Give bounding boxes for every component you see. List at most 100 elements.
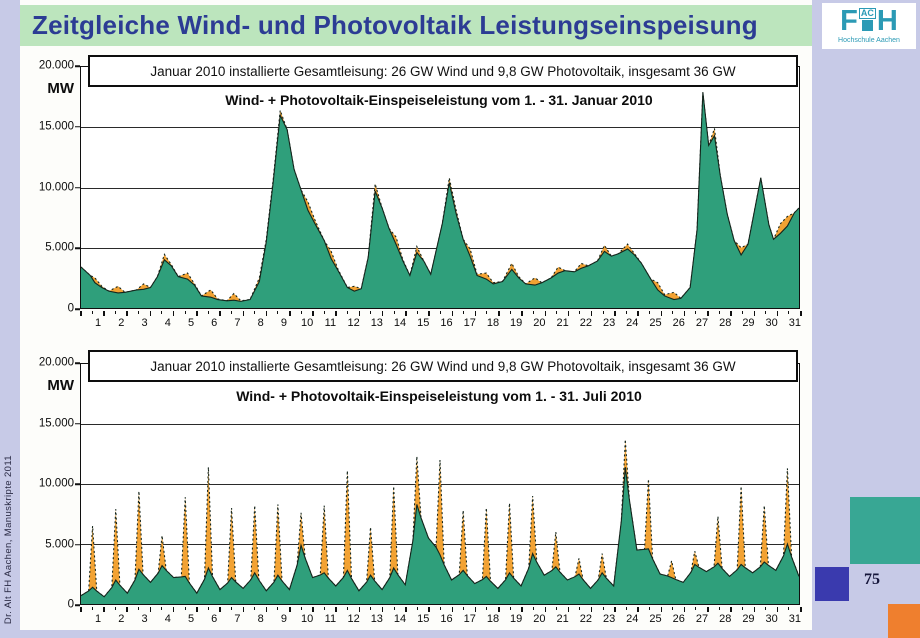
y-tick-mark [75,247,80,249]
chart-title-july: Wind- + Photovoltaik-Einspeiseleistung v… [236,388,642,404]
x-tick-mark [196,606,198,612]
x-tick-label: 26 [672,613,685,625]
x-tick-mark [741,606,743,610]
x-tick-mark [370,606,372,610]
x-tick-mark [184,606,186,610]
x-tick-mark [184,310,186,314]
x-tick-mark [730,606,732,612]
x-tick-label: 24 [626,317,639,329]
y-tick-label: 20.000 [38,59,74,72]
y-tick-mark [75,65,80,67]
x-tick-mark [788,606,790,610]
x-tick-label: 6 [211,613,218,625]
x-tick-label: 2 [118,613,125,625]
x-tick-mark [91,310,93,314]
x-tick-label: 29 [742,317,755,329]
x-tick-mark [498,310,500,316]
x-tick-label: 8 [257,317,264,329]
bottom-margin-strip [0,630,920,638]
x-tick-mark [800,310,802,316]
x-tick-mark [440,310,441,314]
x-tick-label: 19 [510,317,523,329]
x-tick-label: 4 [164,317,171,329]
x-tick-label: 22 [579,613,592,625]
x-tick-mark [172,310,175,316]
x-tick-label: 1 [95,613,102,625]
x-tick-label: 9 [280,613,287,625]
x-tick-mark [405,606,407,612]
x-tick-label: 28 [719,613,732,625]
x-tick-label: 25 [649,317,662,329]
x-tick-mark [800,606,802,612]
x-tick-mark [521,310,523,316]
x-tick-mark [161,606,163,610]
x-tick-mark [358,310,361,316]
x-tick-label: 31 [788,317,801,329]
x-tick-mark [323,606,325,610]
x-tick-mark [138,606,140,610]
fh-aachen-logo: F AC H Hochschule Aachen [822,3,916,49]
x-tick-mark [509,310,511,314]
y-tick-mark [75,308,80,310]
x-tick-mark [347,310,349,314]
x-tick-mark [753,310,756,316]
y-tick-mark [75,126,80,128]
x-tick-label: 16 [440,613,453,625]
x-tick-mark [138,310,140,314]
x-tick-label: 17 [463,613,476,625]
x-tick-mark [207,606,209,610]
x-tick-mark [776,606,779,612]
fh-logo-mark-icon: F AC H [840,7,898,36]
title-band: Zeitgleiche Wind- und Photovoltaik Leist… [20,5,812,46]
x-tick-label: 10 [301,317,314,329]
x-tick-mark [463,310,465,314]
x-tick-label: 10 [301,613,314,625]
installed-capacity-info-box: Januar 2010 installierte Gesamtleisung: … [88,55,798,87]
x-tick-mark [718,606,720,610]
x-tick-label: 27 [695,317,709,329]
gridline [81,424,799,425]
y-tick-label: 5.000 [45,241,74,254]
x-tick-mark [347,606,349,610]
x-tick-mark [219,606,221,612]
x-tick-mark [695,606,697,610]
fh-logo-block [861,20,873,32]
x-tick-mark [265,606,268,612]
x-tick-mark [219,310,221,316]
x-tick-label: 7 [234,613,241,625]
x-tick-mark [381,606,384,612]
x-tick-label: 20 [533,317,546,329]
x-tick-label: 3 [141,613,148,625]
x-tick-mark [579,606,581,610]
y-tick-label: 0 [67,302,74,315]
y-axis-unit-label: MW [47,377,74,394]
x-tick-mark [683,606,686,612]
x-tick-mark [103,310,105,316]
x-tick-mark [567,606,570,612]
x-tick-label: 31 [788,613,801,625]
x-tick-label: 12 [347,613,360,625]
x-tick-label: 30 [765,613,778,625]
area-series-svg [81,67,799,308]
x-tick-mark [149,606,152,612]
x-tick-mark [335,606,337,612]
y-tick-label: 10.000 [38,180,74,193]
x-tick-label: 9 [280,317,287,329]
x-tick-mark [149,310,152,316]
x-tick-mark [126,310,128,316]
x-tick-label: 18 [486,317,500,329]
x-tick-mark [451,606,454,612]
x-tick-label: 14 [393,317,407,329]
y-tick-mark [75,362,80,364]
x-tick-mark [637,606,639,612]
x-tick-mark [428,606,430,612]
x-tick-label: 27 [695,613,709,625]
x-tick-mark [474,606,477,612]
y-tick-mark [75,543,80,546]
x-tick-label: 23 [602,317,616,329]
x-tick-mark [556,606,558,610]
x-tick-mark [289,310,291,316]
x-tick-label: 26 [672,317,685,329]
x-tick-mark [590,310,593,316]
